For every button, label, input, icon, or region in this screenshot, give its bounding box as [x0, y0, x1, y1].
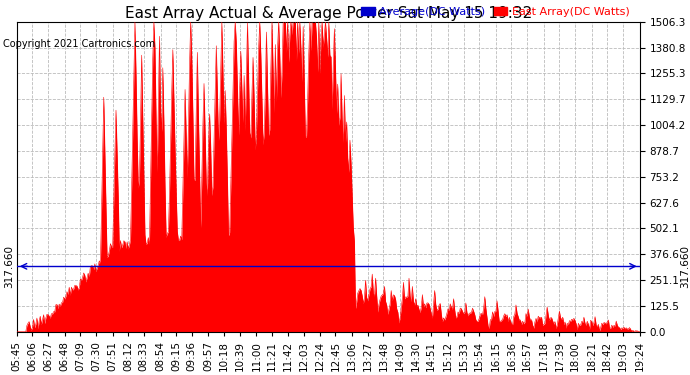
Text: 317.660: 317.660 [680, 245, 690, 288]
Text: 317.660: 317.660 [3, 245, 14, 288]
Title: East Array Actual & Average Power Sat May 15 19:32: East Array Actual & Average Power Sat Ma… [125, 6, 532, 21]
Text: Copyright 2021 Cartronics.com: Copyright 2021 Cartronics.com [3, 39, 155, 50]
Legend: Average(DC Watts), East Array(DC Watts): Average(DC Watts), East Array(DC Watts) [357, 3, 634, 21]
